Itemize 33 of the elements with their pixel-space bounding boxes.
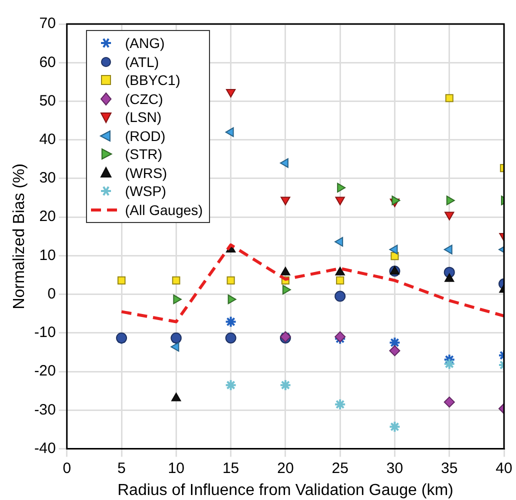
y-tick-label: 30 xyxy=(39,170,56,187)
legend-label: (WSP) xyxy=(125,183,166,200)
x-tick-label: 0 xyxy=(62,460,72,477)
legend-label: (All Gauges) xyxy=(125,202,203,218)
legend-label: (LSN) xyxy=(125,109,162,126)
y-tick-label: -10 xyxy=(34,324,56,342)
y-tick-label: -20 xyxy=(34,362,56,380)
legend-label: (BBYC1) xyxy=(125,72,180,88)
legend-label: (ANG) xyxy=(125,35,165,52)
y-tick-label: -30 xyxy=(34,401,56,418)
legend-label: (ATL) xyxy=(125,54,159,70)
x-tick-label: 35 xyxy=(441,460,458,477)
y-tick-label: 10 xyxy=(39,246,56,264)
y-tick-label: 0 xyxy=(48,285,56,302)
y-tick-label: 60 xyxy=(39,54,56,71)
y-axis-title: Normalized Bias (%) xyxy=(11,163,28,310)
x-tick-label: 30 xyxy=(386,460,404,477)
x-axis-title: Radius of Influence from Validation Gauge (km) xyxy=(118,482,454,499)
x-tick-label: 20 xyxy=(277,460,294,477)
legend-label: (STR) xyxy=(125,146,162,162)
y-tick-label: 40 xyxy=(39,130,56,148)
legend-label: (WRS) xyxy=(125,164,167,181)
y-tick-label: 70 xyxy=(39,15,56,32)
legend-label: (ROD) xyxy=(125,128,166,144)
x-tick-label: 5 xyxy=(117,460,126,477)
y-tick-label: -40 xyxy=(34,440,56,457)
y-tick-label: 20 xyxy=(39,208,56,226)
y-tick-label: 50 xyxy=(39,92,56,110)
x-tick-label: 10 xyxy=(168,460,185,477)
legend-label: (CZC) xyxy=(125,90,164,107)
x-tick-label: 15 xyxy=(222,460,240,477)
x-tick-label: 40 xyxy=(496,460,512,477)
x-tick-label: 25 xyxy=(332,460,348,477)
